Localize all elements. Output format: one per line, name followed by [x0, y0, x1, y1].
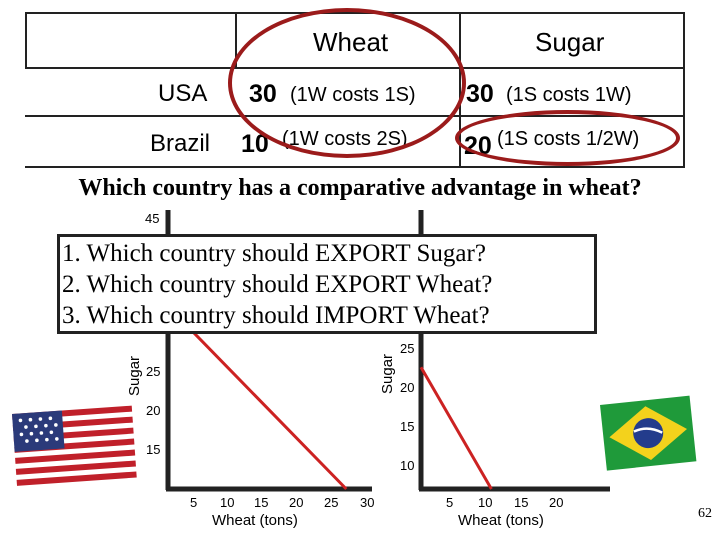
question-export-wheat: 2. Which country should EXPORT Wheat? — [62, 271, 493, 298]
brazil-y-axis-title: Sugar — [379, 353, 396, 394]
table-border-left — [25, 12, 27, 69]
brazil-ppf-line — [419, 366, 493, 490]
comparative-advantage-question: Which country has a comparative advantag… — [78, 175, 642, 201]
brazil-sugar-highlight-ring — [455, 110, 680, 166]
table-border-right — [683, 12, 685, 168]
brazil-x-tick: 10 — [478, 495, 493, 510]
brazil-x-axis-title: Wheat (tons) — [458, 512, 544, 529]
brazil-flag-icon — [600, 395, 697, 471]
page-number: 62 — [698, 506, 712, 521]
wheat-column-highlight-ring — [228, 8, 466, 158]
usa-x-axis-title: Wheat (tons) — [212, 512, 298, 529]
brazil-y-tick: 25 — [400, 341, 415, 356]
usa-y-axis-title: Sugar — [126, 355, 143, 396]
brazil-x-tick: 20 — [549, 495, 564, 510]
country-usa: USA — [158, 80, 208, 107]
usa-y-tick: 45 — [145, 211, 160, 226]
brazil-x-tick: 5 — [446, 495, 454, 510]
usa-x-tick: 20 — [289, 495, 304, 510]
brazil-y-tick: 10 — [400, 458, 415, 473]
brazil-x-tick: 15 — [514, 495, 529, 510]
question-export-sugar: 1. Which country should EXPORT Sugar? — [62, 240, 486, 267]
usa-x-tick: 25 — [324, 495, 339, 510]
usa-x-tick: 5 — [190, 495, 198, 510]
usa-x-tick: 30 — [360, 495, 375, 510]
country-brazil: Brazil — [150, 130, 211, 157]
usa-y-tick: 15 — [146, 442, 161, 457]
usa-ppf-line — [166, 305, 348, 491]
brazil-y-tick: 15 — [400, 419, 415, 434]
usa-sugar-note: (1S costs 1W) — [506, 84, 632, 106]
table-divider — [235, 12, 237, 69]
brazil-y-tick: 20 — [400, 380, 415, 395]
usa-flag-icon — [11, 405, 137, 486]
header-sugar: Sugar — [535, 27, 605, 57]
question-import-wheat: 3. Which country should IMPORT Wheat? — [62, 302, 490, 329]
usa-y-tick: 20 — [146, 403, 161, 418]
usa-sugar-value: 30 — [466, 80, 494, 108]
table-rule — [25, 166, 685, 168]
trade-questions-box: 1. Which country should EXPORT Sugar? 2.… — [57, 234, 597, 334]
usa-y-tick: 25 — [146, 364, 161, 379]
usa-x-tick: 10 — [220, 495, 235, 510]
usa-x-tick: 15 — [254, 495, 269, 510]
